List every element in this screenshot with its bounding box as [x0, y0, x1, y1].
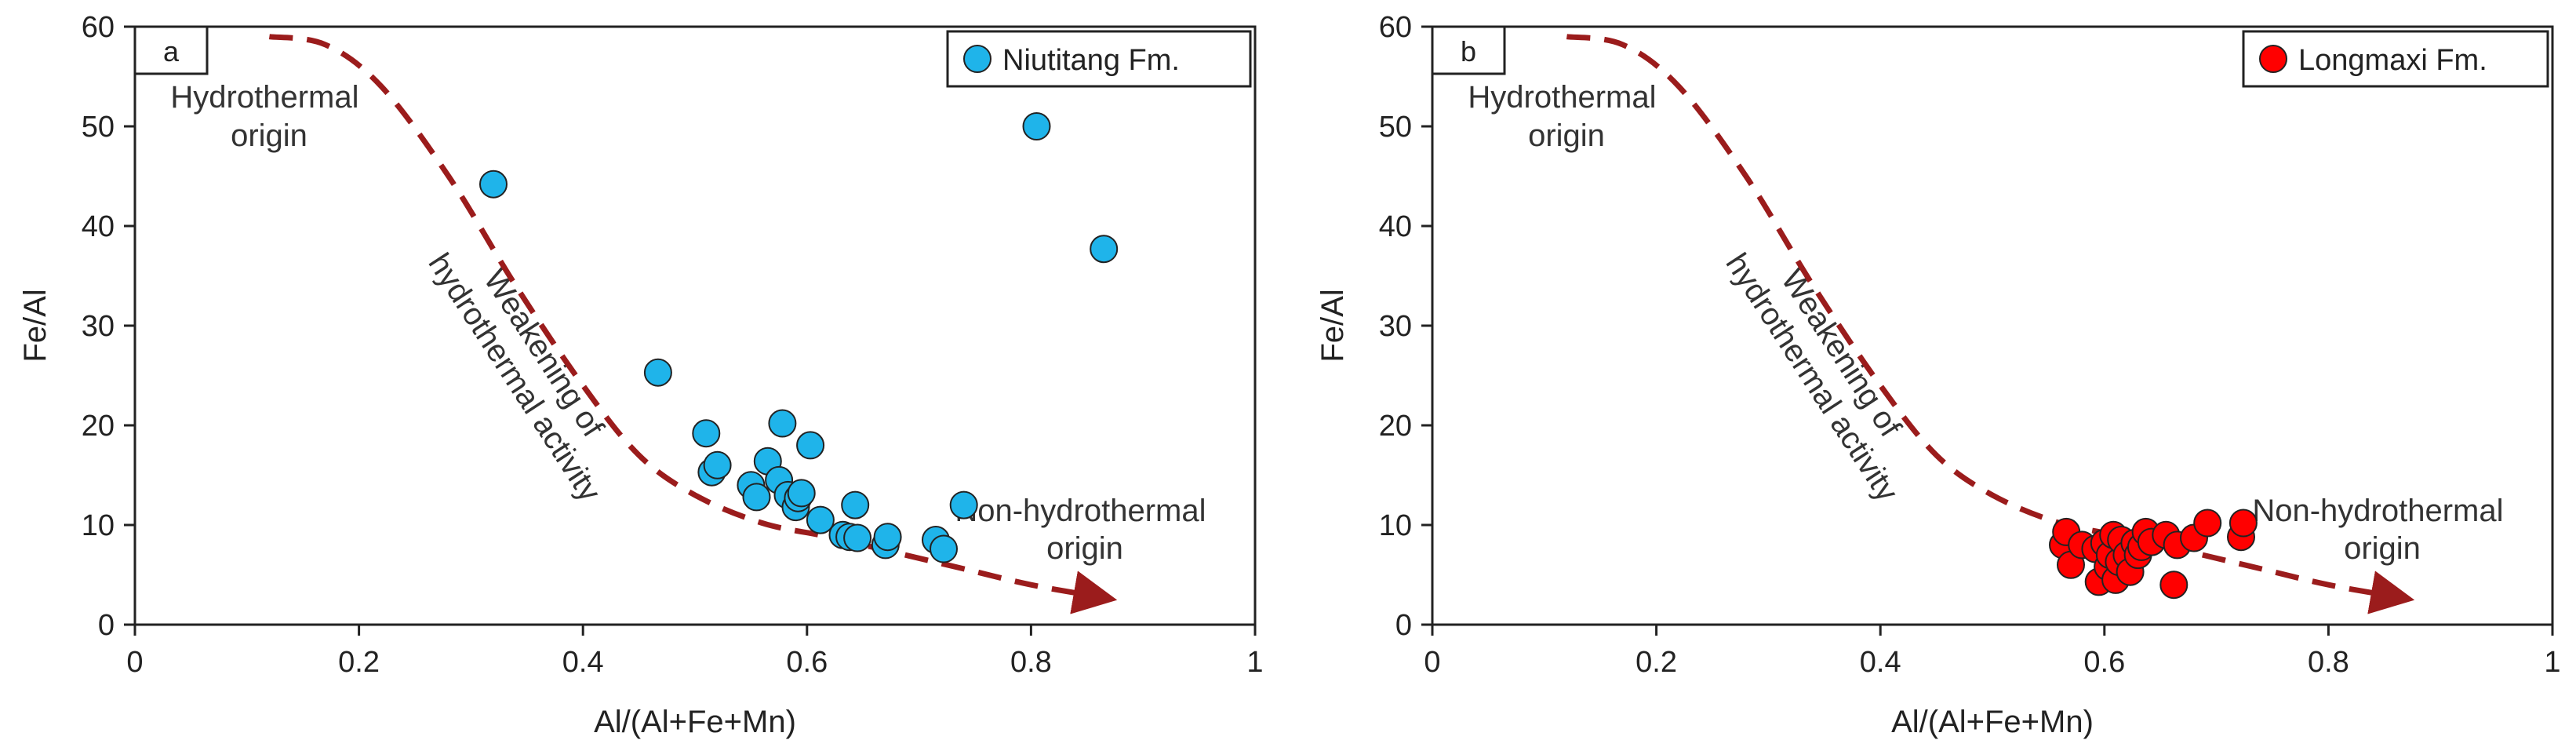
chart-panel-b: 0 10 20 30 40 50 60 0 0.2 0.4 0.6 0.8 1 Fe/Al Al/(A…	[1315, 11, 2561, 739]
data-point	[843, 523, 872, 552]
hydrothermal-label-line-2-a: origin	[231, 118, 307, 153]
data-point	[787, 479, 816, 508]
y-axis-a: 0 10 20 30 40 50 60	[82, 11, 135, 642]
hydrothermal-label-a: Hydrothermal origin	[170, 80, 367, 153]
legend-marker-b	[2259, 45, 2287, 73]
legend-b: Longmaxi Fm.	[2242, 30, 2549, 88]
x-axis-title-b: Al/(Al+Fe+Mn)	[1891, 705, 2094, 739]
non-hydrothermal-label-line-2-a: origin	[1046, 531, 1123, 566]
hydrothermal-label-line-1-b: Hydrothermal	[1468, 80, 1656, 115]
y-axis-title-b: Fe/Al	[1315, 289, 1350, 362]
y-tick-label: 0	[98, 609, 115, 642]
y-tick-label: 40	[82, 210, 115, 243]
x-tick-label: 1	[1246, 646, 1263, 679]
x-tick-label: 0.6	[786, 646, 828, 679]
non-hydrothermal-label-line-2-b: origin	[2344, 531, 2421, 566]
data-point	[742, 483, 771, 512]
non-hydrothermal-label-line-1-a: Non-hydrothermal	[955, 494, 1206, 528]
non-hydrothermal-label-line-1-b: Non-hydrothermal	[2252, 494, 2503, 528]
data-point	[841, 490, 870, 520]
data-point	[692, 419, 721, 448]
weakening-label-a: Weakening of hydrothermal activity	[421, 227, 639, 508]
data-point	[1022, 112, 1051, 140]
data-point	[643, 358, 672, 387]
hydrothermal-label-line-1-a: Hydrothermal	[170, 80, 358, 115]
y-tick-label: 60	[1379, 11, 1412, 44]
legend-marker-a	[963, 45, 991, 73]
x-tick-label: 0.2	[1635, 646, 1677, 679]
y-tick-label: 20	[82, 410, 115, 443]
data-point	[479, 170, 508, 199]
y-axis-b: 0 10 20 30 40 50 60	[1379, 11, 1432, 642]
legend-frame-a	[946, 30, 1252, 88]
legend-label-b: Longmaxi Fm.	[2298, 44, 2487, 77]
hydrothermal-label-line-2-b: origin	[1528, 118, 1605, 153]
hydrothermal-label-b: Hydrothermal origin	[1468, 80, 1665, 153]
x-tick-label: 0.4	[562, 646, 604, 679]
x-tick-label: 0.4	[1860, 646, 1901, 679]
y-axis-title-a: Fe/Al	[18, 289, 53, 362]
data-point	[703, 450, 732, 479]
panel-label-box-b: b	[1431, 25, 1506, 75]
data-point	[1090, 235, 1119, 264]
data-point	[2229, 509, 2258, 538]
y-tick-label: 10	[82, 509, 115, 542]
legend-frame-b	[2242, 30, 2549, 88]
x-axis-title-a: Al/(Al+Fe+Mn)	[594, 705, 796, 739]
trend-arrow-a	[268, 34, 1118, 614]
x-tick-label: 1	[2544, 646, 2560, 679]
y-tick-label: 30	[1379, 310, 1412, 343]
y-tick-label: 30	[82, 310, 115, 343]
y-tick-label: 20	[1379, 410, 1412, 443]
y-tick-label: 50	[82, 111, 115, 144]
panel-label-frame-b	[1431, 25, 1506, 75]
panel-label-box-a: a	[133, 25, 209, 75]
x-tick-label: 0.2	[338, 646, 380, 679]
x-axis-b: 0 0.2 0.4 0.6 0.8 1	[1424, 625, 2561, 679]
panel-label-frame-a	[133, 25, 209, 75]
data-point	[2193, 509, 2222, 538]
data-points-a	[479, 112, 1119, 563]
trend-arrow-b	[1566, 34, 2415, 614]
x-tick-label: 0	[1424, 646, 1440, 679]
y-tick-label: 0	[1395, 609, 1412, 642]
data-points-b	[2049, 509, 2258, 600]
data-point	[2159, 571, 2189, 600]
y-tick-label: 50	[1379, 111, 1412, 144]
legend-label-a: Niutitang Fm.	[1002, 44, 1180, 77]
y-tick-label: 60	[82, 11, 115, 44]
non-hydrothermal-label-a: Non-hydrothermal origin	[955, 494, 1214, 566]
data-point	[949, 490, 978, 520]
data-point	[768, 409, 797, 438]
chart-panel-a: 0 10 20 30 40 50 60 0 0.2 0.4 0.6 0.8 1 Fe/Al Al/(A…	[18, 11, 1264, 739]
non-hydrothermal-label-b: Non-hydrothermal origin	[2252, 494, 2512, 566]
y-tick-label: 40	[1379, 210, 1412, 243]
y-tick-label: 10	[1379, 509, 1412, 542]
panel-letter-b: b	[1461, 35, 1476, 67]
x-axis-a: 0 0.2 0.4 0.6 0.8 1	[126, 625, 1264, 679]
data-point	[806, 505, 835, 534]
data-point	[796, 431, 825, 460]
x-tick-label: 0	[126, 646, 143, 679]
data-point	[873, 523, 902, 552]
data-point	[930, 534, 958, 563]
x-tick-label: 0.6	[2083, 646, 2125, 679]
panel-letter-a: a	[163, 35, 180, 67]
legend-a: Niutitang Fm.	[946, 30, 1252, 88]
x-tick-label: 0.8	[2308, 646, 2349, 679]
weakening-label-b: Weakening of hydrothermal activity	[1719, 227, 1936, 508]
x-tick-label: 0.8	[1010, 646, 1052, 679]
